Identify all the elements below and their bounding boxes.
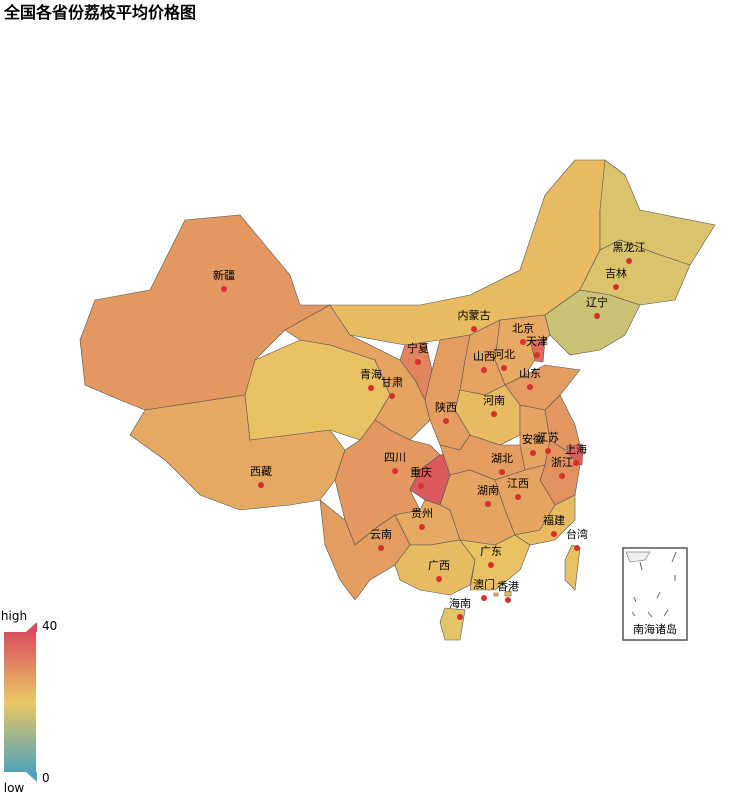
province-label: 广西 (428, 559, 450, 572)
province-label: 贵州 (411, 507, 433, 520)
city-dot (573, 460, 579, 466)
province-label: 香港 (497, 580, 519, 593)
province-label: 广东 (480, 545, 502, 558)
province-label: 澳门 (473, 577, 495, 591)
province-label: 重庆 (410, 465, 432, 479)
city-dot (419, 524, 425, 530)
city-dot (481, 595, 487, 601)
inset-label: 南海诸岛 (633, 622, 677, 636)
city-dot (520, 339, 526, 345)
provinces (79, 159, 716, 641)
city-dot (378, 545, 384, 551)
city-dot (515, 494, 521, 500)
city-dot (505, 597, 511, 603)
city-dot (527, 384, 533, 390)
province-label: 甘肃 (381, 376, 403, 389)
city-dot (415, 359, 421, 365)
province (514, 494, 576, 546)
city-dot (501, 365, 507, 371)
province-label: 陕西 (435, 400, 457, 414)
city-dot (471, 326, 477, 332)
city-dot (488, 562, 494, 568)
province (459, 534, 531, 591)
city-dot (221, 286, 227, 292)
province-label: 山西 (473, 350, 495, 363)
chart-title: 全国各省份荔枝平均价格图 (3, 3, 196, 22)
min-label: 0 (42, 771, 50, 785)
province-label: 浙江 (551, 456, 573, 469)
province-label: 辽宁 (586, 295, 608, 309)
province-label: 云南 (370, 528, 392, 541)
city-dot (534, 352, 540, 358)
province-label: 新疆 (213, 268, 235, 282)
province-label: 台湾 (566, 527, 588, 541)
city-dot (389, 393, 395, 399)
city-dot (574, 545, 580, 551)
province-label: 河南 (483, 394, 505, 407)
color-bar (4, 632, 36, 772)
handle (26, 772, 37, 782)
province-label: 安徽 (522, 432, 544, 446)
city-dot (559, 473, 565, 479)
city-dot (626, 258, 632, 264)
province (493, 592, 499, 597)
province-label: 上海 (565, 442, 587, 456)
city-dot (551, 531, 557, 537)
province-label: 黑龙江 (613, 241, 646, 254)
province (394, 539, 476, 596)
city-dot (613, 284, 619, 290)
province-label: 四川 (384, 451, 406, 464)
province-label: 北京 (512, 321, 534, 335)
province-label: 内蒙古 (458, 308, 491, 322)
province-label: 江苏 (537, 431, 559, 444)
max-label: 40 (42, 619, 57, 633)
high-label: high (1, 609, 27, 623)
province-label: 宁夏 (407, 341, 429, 355)
province-label: 湖南 (477, 484, 499, 497)
province-label: 青海 (360, 367, 382, 381)
province-label: 西藏 (250, 465, 272, 478)
city-dot (530, 450, 536, 456)
province (504, 590, 512, 597)
province-label: 江西 (507, 477, 529, 490)
province-label: 海南 (449, 596, 471, 610)
province (439, 607, 466, 641)
province-label: 吉林 (605, 266, 627, 280)
city-dot (392, 468, 398, 474)
city-dot (418, 483, 424, 489)
low-label: low (4, 781, 25, 795)
city-dot (499, 469, 505, 475)
city-dot (594, 313, 600, 319)
city-dot (491, 411, 497, 417)
city-dot (443, 418, 449, 424)
province-label: 福建 (543, 513, 565, 527)
province-label: 山东 (519, 367, 541, 380)
city-dot (545, 448, 551, 454)
city-dot (368, 385, 374, 391)
province-label: 河北 (493, 348, 515, 361)
city-dot (485, 501, 491, 507)
province-label: 天津 (526, 335, 548, 348)
city-dot (481, 367, 487, 373)
south-sea-inset: 南海诸岛 (622, 547, 688, 641)
city-dot (258, 482, 264, 488)
province (564, 544, 581, 591)
province-label: 湖北 (491, 452, 513, 465)
handle (26, 622, 37, 632)
city-dot (436, 576, 442, 582)
visual-map: high low 40 0 (1, 609, 57, 795)
city-dot (457, 614, 463, 620)
